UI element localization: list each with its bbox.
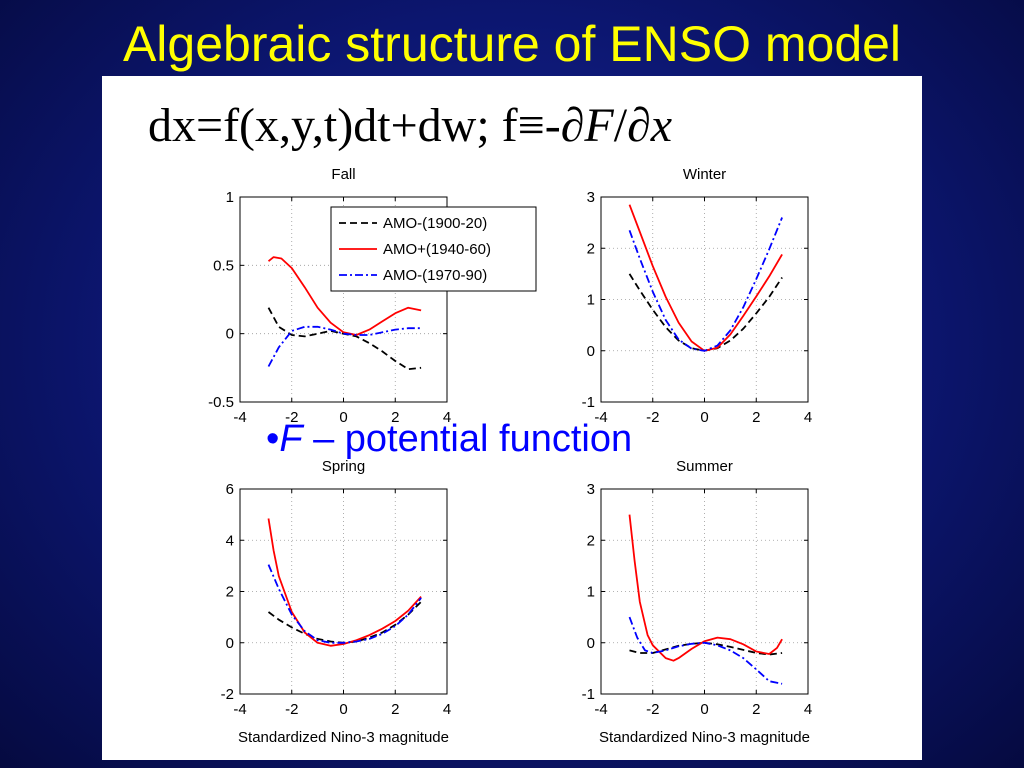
bullet-text: – potential function (302, 418, 633, 460)
x-tick-label: 4 (443, 409, 451, 426)
legend-label: AMO+(1940-60) (383, 241, 491, 258)
equation-main: dx=f(x,y,t)dt+dw; f≡-∂ (148, 99, 585, 152)
series-line-AMO-(1970-90) (628, 616, 783, 685)
y-tick-label: 1 (226, 189, 234, 206)
x-tick-label: 0 (700, 409, 708, 426)
x-tick-label: -2 (285, 701, 298, 718)
model-equation: dx=f(x,y,t)dt+dw; f≡-∂F/∂x (148, 96, 672, 156)
plot-frame (600, 488, 809, 695)
equation-slash: /∂ (613, 99, 651, 152)
y-tick-label: -1 (582, 394, 595, 411)
series-line-AMO+(1940-60) (267, 518, 422, 647)
y-tick-label: 0 (226, 635, 234, 652)
x-tick-label: -2 (646, 701, 659, 718)
subplot-title: Winter (683, 166, 726, 183)
series-line-AMO-(1970-90) (628, 217, 783, 352)
y-tick-label: 0 (587, 343, 595, 360)
y-tick-label: 4 (226, 532, 234, 549)
y-tick-label: 3 (587, 189, 595, 206)
y-tick-label: 0 (226, 326, 234, 343)
x-tick-label: 2 (391, 701, 399, 718)
series-line-AMO-(1900-20) (267, 307, 422, 371)
x-tick-label: 4 (443, 701, 451, 718)
y-tick-label: 0.5 (213, 257, 234, 274)
y-tick-label: -2 (221, 686, 234, 703)
series-line-AMO-(1970-90) (267, 564, 422, 644)
x-tick-label: 0 (339, 409, 347, 426)
x-tick-label: -4 (594, 701, 607, 718)
y-tick-label: 2 (587, 532, 595, 549)
x-tick-label: 2 (391, 409, 399, 426)
y-tick-label: 2 (587, 240, 595, 257)
plot-frame (239, 488, 448, 695)
x-tick-label: 4 (804, 701, 812, 718)
plot-area (240, 489, 447, 694)
x-tick-label: 0 (700, 701, 708, 718)
series-line-AMO-(1970-90) (267, 325, 422, 367)
bullet-symbol: F (279, 418, 303, 460)
series-line-AMO+(1940-60) (267, 256, 422, 336)
x-tick-label: -2 (646, 409, 659, 426)
x-tick-label: -2 (285, 409, 298, 426)
x-axis-label: Standardized Nino-3 magnitude (238, 729, 449, 746)
x-tick-label: 4 (804, 409, 812, 426)
subplot-title: Summer (676, 458, 733, 475)
x-axis-label: Standardized Nino-3 magnitude (599, 729, 810, 746)
legend-label: AMO-(1900-20) (383, 215, 487, 232)
x-tick-label: -4 (233, 409, 246, 426)
y-tick-label: -1 (582, 686, 595, 703)
x-tick-label: 0 (339, 701, 347, 718)
y-tick-label: -0.5 (208, 394, 234, 411)
equation-variable: x (650, 99, 673, 152)
subplot-winter: -4 -2 0 2 4 -1 0 1 2 3 Winter (582, 166, 813, 426)
x-tick-label: 2 (752, 701, 760, 718)
legend-label: AMO-(1970-90) (383, 267, 487, 284)
plot-frame (239, 196, 448, 403)
x-tick-label: -4 (594, 409, 607, 426)
y-tick-label: 6 (226, 481, 234, 498)
y-tick-label: 2 (226, 584, 234, 601)
equation-potential-symbol: F (584, 99, 614, 152)
x-tick-label: -4 (233, 701, 246, 718)
plot-area (601, 489, 808, 694)
plot-frame (600, 196, 809, 403)
subplot-title: Fall (331, 166, 355, 183)
subplot-title: Spring (322, 458, 365, 475)
legend: AMO-(1900-20) AMO+(1940-60) AMO-(1970-90) (330, 206, 537, 292)
y-tick-label: 0 (587, 635, 595, 652)
plot-area (601, 197, 808, 402)
bullet-marker: • (266, 418, 280, 460)
series-line-AMO+(1940-60) (628, 514, 783, 662)
series-line-AMO-(1900-20) (629, 641, 783, 656)
y-tick-label: 1 (587, 292, 595, 309)
slide-title: Algebraic structure of ENSO model (122, 16, 902, 72)
y-tick-label: 1 (587, 584, 595, 601)
y-tick-label: 3 (587, 481, 595, 498)
x-tick-label: 2 (752, 409, 760, 426)
bullet-potential-function: •F – potential function (266, 414, 632, 464)
subplot-summer: -4 -2 0 2 4 -1 0 1 2 3 Summer Standardized Nino-3 m… (582, 458, 813, 746)
subplot-fall: -4 -2 0 2 4 -0.5 0 0.5 1 Fall AMO-(1900-20) AMO+(19… (208, 166, 537, 426)
